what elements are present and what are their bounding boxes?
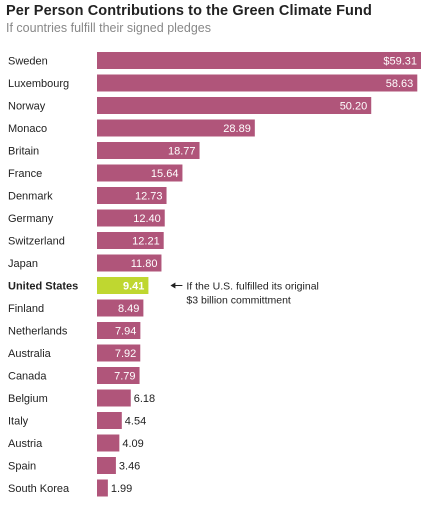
value-label-britain: 18.77	[168, 146, 196, 158]
bar-norway	[97, 97, 372, 114]
value-label-canada: 7.79	[114, 371, 135, 383]
country-label-south-korea: South Korea	[8, 483, 70, 495]
country-label-belgium: Belgium	[8, 393, 48, 405]
bar-britain	[97, 142, 200, 159]
bar-austria	[97, 434, 120, 452]
bar-italy	[97, 412, 122, 429]
annotation-arrow-head	[170, 282, 176, 289]
country-label-austria: Austria	[8, 438, 43, 450]
country-label-united-states: United States	[8, 281, 78, 293]
value-label-denmark: 12.73	[135, 191, 163, 203]
value-label-monaco: 28.89	[223, 123, 251, 135]
value-label-switzerland: 12.21	[132, 236, 160, 248]
value-label-south-korea: 1.99	[111, 483, 132, 495]
chart-subtitle: If countries fulfill their signed pledge…	[6, 21, 211, 35]
country-label-australia: Australia	[8, 348, 52, 360]
bar-germany	[97, 209, 165, 227]
value-label-italy: 4.54	[125, 416, 146, 428]
value-label-luxembourg: 58.63	[386, 78, 414, 90]
country-label-germany: Germany	[8, 213, 54, 225]
bar-spain	[97, 457, 116, 474]
value-label-spain: 3.46	[119, 461, 140, 473]
annotation-text-line-1: If the U.S. fulfilled its original	[186, 281, 318, 293]
chart-title: Per Person Contributions to the Green Cl…	[6, 3, 372, 19]
country-label-monaco: Monaco	[8, 123, 47, 135]
country-label-luxembourg: Luxembourg	[8, 78, 69, 90]
value-label-belgium: 6.18	[134, 393, 155, 405]
bar-monaco	[97, 119, 255, 137]
value-label-united-states: 9.41	[123, 281, 144, 293]
country-label-italy: Italy	[8, 416, 29, 428]
country-label-denmark: Denmark	[8, 191, 53, 203]
value-label-netherlands: 7.94	[115, 326, 136, 338]
country-label-sweden: Sweden	[8, 56, 48, 68]
bar-south-korea	[97, 479, 108, 497]
value-label-germany: 12.40	[133, 213, 161, 225]
bar-netherlands	[97, 322, 141, 339]
bar-sweden	[97, 52, 421, 69]
country-label-spain: Spain	[8, 461, 36, 473]
country-label-france: France	[8, 168, 42, 180]
bar-united-states	[97, 277, 149, 294]
country-label-japan: Japan	[8, 258, 38, 270]
value-label-norway: 50.20	[340, 101, 368, 113]
country-label-finland: Finland	[8, 303, 44, 315]
bar-canada	[97, 367, 140, 384]
country-label-switzerland: Switzerland	[8, 236, 65, 248]
country-label-canada: Canada	[8, 371, 47, 383]
value-label-japan: 11.80	[131, 258, 158, 270]
bar-luxembourg	[97, 74, 418, 92]
bar-belgium	[97, 389, 131, 407]
bar-france	[97, 164, 183, 182]
bar-finland	[97, 299, 144, 317]
value-label-finland: 8.49	[118, 303, 139, 315]
value-label-sweden: $59.31	[383, 56, 417, 68]
bar-australia	[97, 344, 141, 362]
value-label-france: 15.64	[151, 168, 179, 180]
value-label-australia: 7.92	[115, 348, 136, 360]
country-label-norway: Norway	[8, 101, 46, 113]
country-label-britain: Britain	[8, 146, 39, 158]
country-label-netherlands: Netherlands	[8, 326, 68, 338]
value-label-austria: 4.09	[122, 438, 143, 450]
bar-switzerland	[97, 232, 164, 249]
bar-denmark	[97, 187, 167, 204]
bar-japan	[97, 254, 162, 272]
annotation-text-line-2: $3 billion committment	[186, 295, 291, 307]
